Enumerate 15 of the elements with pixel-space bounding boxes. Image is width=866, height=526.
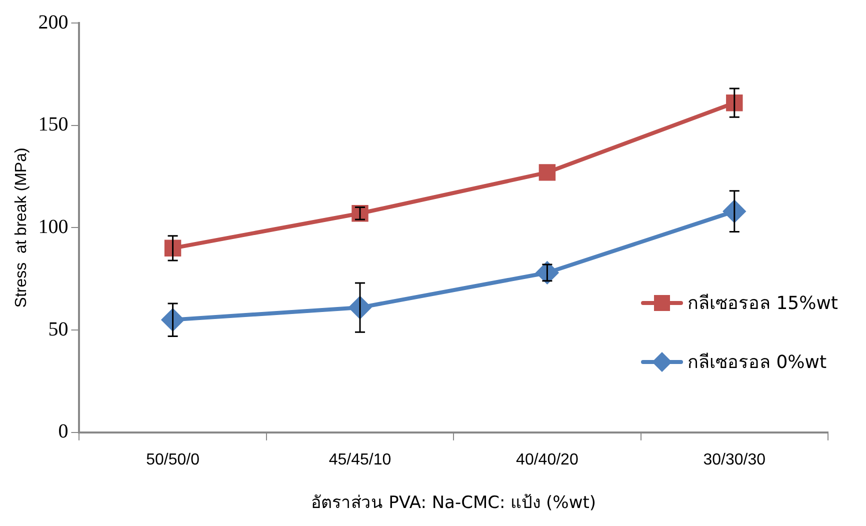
x-tick-label: 30/30/30 [703, 451, 766, 468]
y-tick-label: 50 [48, 318, 68, 340]
x-tick-label: 45/45/10 [328, 451, 392, 468]
x-tick-label: 40/40/20 [516, 451, 578, 468]
y-tick-label: 100 [38, 216, 68, 238]
legend-label: กลีเซอรอล 15%wt [687, 292, 838, 316]
y-tick-label: 0 [58, 420, 68, 443]
y-tick-label: 150 [38, 114, 68, 136]
x-tick-label: 50/50/0 [146, 451, 200, 468]
point [536, 262, 558, 284]
x-axis-title: อัตราส่วน PVA: Na-CMC: แป้ง (%wt) [311, 493, 596, 514]
y-tick-label: 200 [38, 11, 68, 34]
y-axis-title: Stress at break (MPa) [13, 148, 30, 308]
legend-label: กลีเซอรอล 0%wt [687, 351, 827, 375]
point [538, 164, 556, 181]
